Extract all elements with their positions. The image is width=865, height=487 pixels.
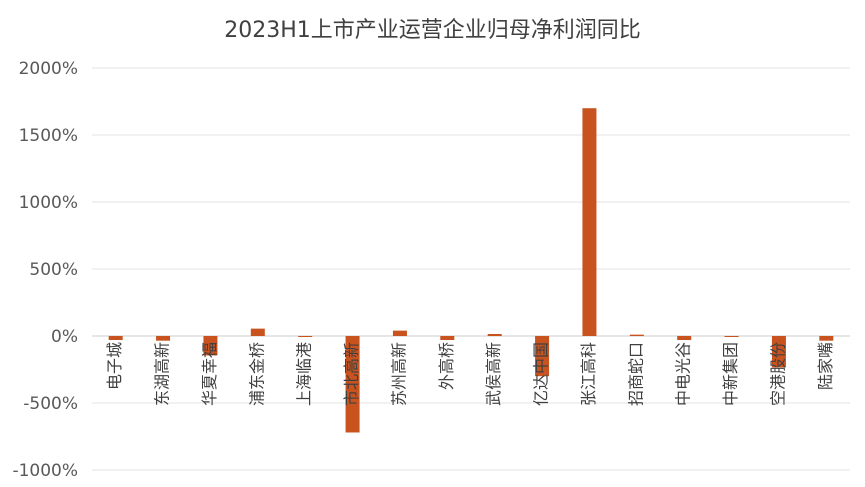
chart-title: 2023H1上市产业运营企业归母净利润同比 <box>224 18 641 43</box>
bar <box>629 334 644 336</box>
bar <box>440 336 455 341</box>
bar <box>108 336 123 341</box>
x-tick-label: 中电光谷 <box>674 342 693 406</box>
y-tick-label: -500% <box>23 394 78 414</box>
bar <box>582 108 597 336</box>
bar <box>819 336 834 341</box>
y-tick-label: -1000% <box>12 461 78 481</box>
x-tick-label: 亿达中国 <box>532 342 551 406</box>
x-tick-label: 华夏幸福 <box>200 342 219 406</box>
x-tick-label: 上海临港 <box>295 342 314 406</box>
y-tick-label: 1500% <box>19 126 78 146</box>
bar <box>535 336 550 377</box>
bar <box>392 330 407 336</box>
x-tick-label: 武侯高新 <box>484 342 503 406</box>
x-tick-label: 市北高新 <box>342 342 361 406</box>
x-tick-label: 中新集团 <box>721 342 740 406</box>
bar <box>724 336 739 337</box>
x-tick-label: 外高桥 <box>437 342 456 390</box>
bar <box>156 336 171 341</box>
x-tick-label: 陆家嘴 <box>816 342 835 390</box>
y-tick-label: 0% <box>51 327 78 347</box>
y-tick-label: 500% <box>29 260 78 280</box>
x-tick-label: 苏州高新 <box>389 342 408 406</box>
bar <box>771 336 786 368</box>
x-tick-label: 招商蛇口 <box>626 342 645 406</box>
y-tick-label: 2000% <box>19 59 78 79</box>
x-tick-label: 电子城 <box>105 342 124 390</box>
bar <box>203 336 218 356</box>
bar <box>298 336 313 337</box>
bar <box>250 328 265 336</box>
x-tick-label: 浦东金桥 <box>247 342 266 406</box>
bar <box>487 333 502 336</box>
y-tick-label: 1000% <box>19 193 78 213</box>
bar <box>677 336 692 341</box>
x-tick-label: 张江高科 <box>579 342 598 406</box>
x-tick-label: 东湖高新 <box>153 342 172 406</box>
bar <box>345 336 360 433</box>
x-tick-label: 空港股份 <box>768 342 787 406</box>
